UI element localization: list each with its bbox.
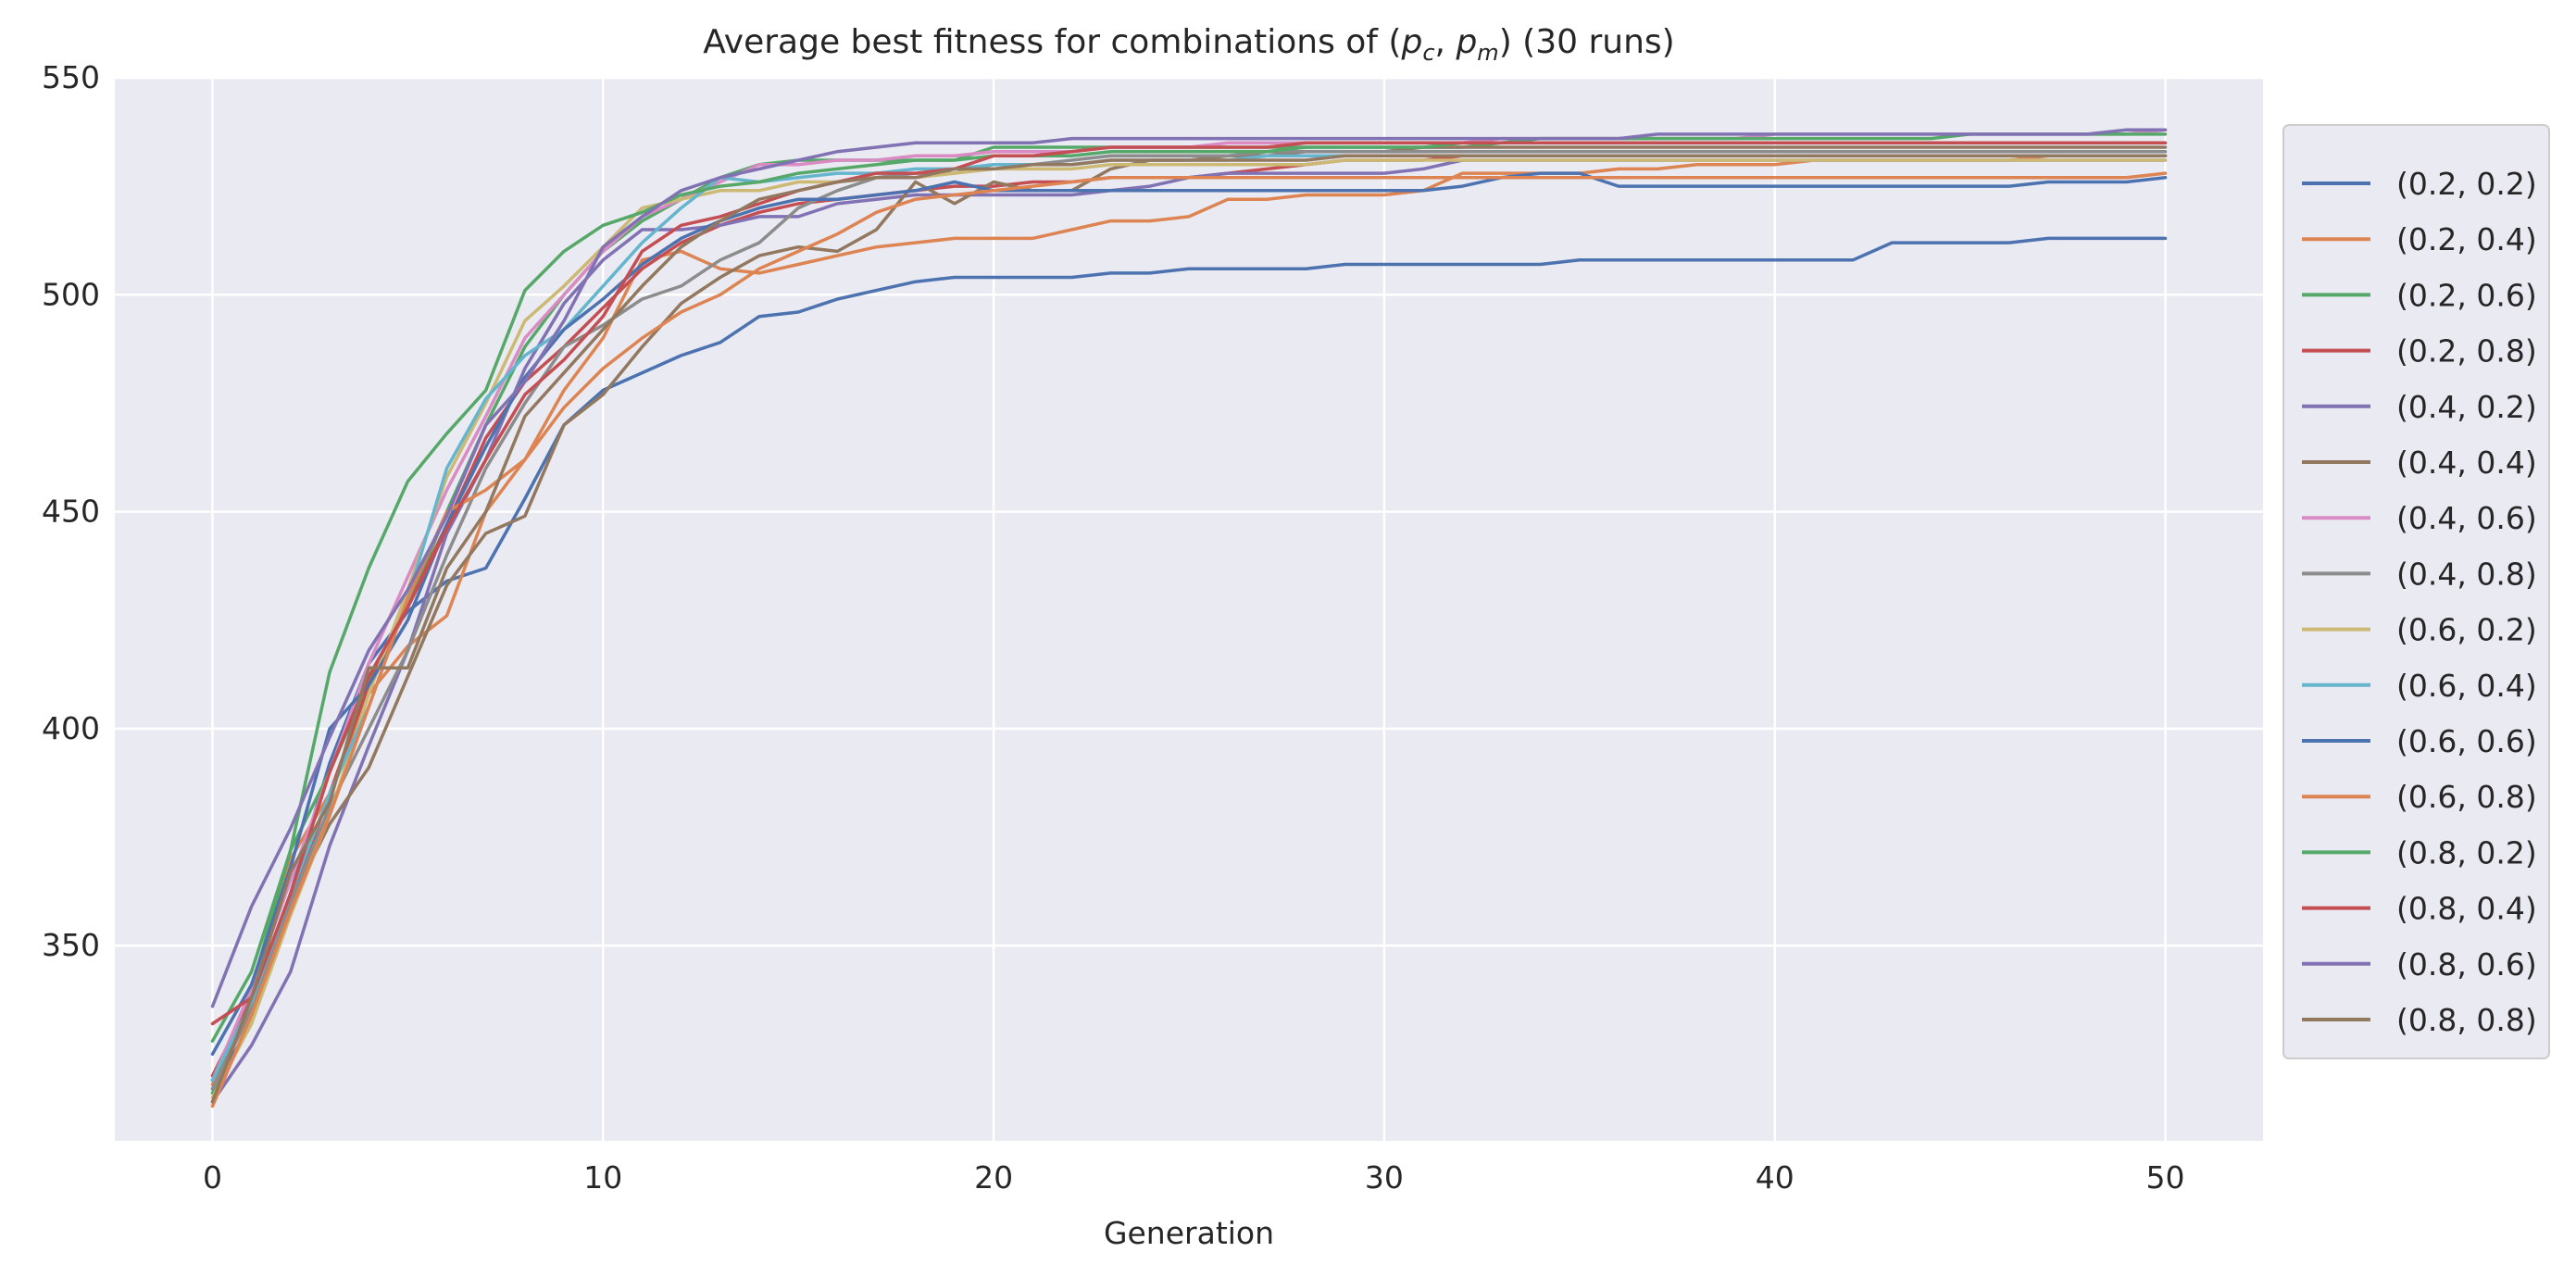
x-tick-label: 0 <box>203 1159 222 1196</box>
legend-label: (0.6, 0.6) <box>2396 723 2537 759</box>
legend-label: (0.4, 0.4) <box>2396 444 2537 481</box>
legend-label: (0.2, 0.4) <box>2396 221 2537 257</box>
series-line-15 <box>210 128 2168 1008</box>
x-tick-label: 40 <box>1756 1159 1794 1196</box>
plot-area <box>115 78 2263 1141</box>
y-tick-labels: 350 400 450 500 550 <box>42 59 100 963</box>
legend-label: (0.8, 0.6) <box>2396 946 2537 983</box>
y-tick-label: 400 <box>42 710 100 746</box>
legend-frame <box>2282 124 2550 1059</box>
legend-item: (0.6, 0.4) <box>2302 668 2537 704</box>
y-tick-label: 450 <box>42 494 100 530</box>
legend-item: (0.4, 0.4) <box>2302 444 2537 481</box>
series-line-16 <box>210 154 2168 1104</box>
legend: (0.2, 0.2) (0.2, 0.4) (0.2, 0.6) (0.2, 0.8)… <box>2282 124 2550 1059</box>
legend-label: (0.8, 0.8) <box>2396 1002 2537 1038</box>
x-tick-label: 20 <box>974 1159 1013 1196</box>
legend-item: (0.6, 0.2) <box>2302 612 2537 648</box>
legend-label: (0.2, 0.2) <box>2396 166 2537 202</box>
y-tick-label: 500 <box>42 276 100 312</box>
x-tick-label: 30 <box>1365 1159 1404 1196</box>
legend-item: (0.6, 0.6) <box>2302 723 2537 759</box>
legend-item: (0.2, 0.6) <box>2302 277 2537 313</box>
legend-label: (0.6, 0.4) <box>2396 668 2537 704</box>
series-line-14 <box>210 141 2168 1026</box>
legend-item: (0.4, 0.6) <box>2302 500 2537 536</box>
legend-item: (0.6, 0.8) <box>2302 779 2537 815</box>
legend-label: (0.8, 0.4) <box>2396 891 2537 927</box>
y-tick-label: 550 <box>42 59 100 95</box>
chart-title: Average best fitness for combinations of… <box>703 23 1674 66</box>
legend-label: (0.4, 0.8) <box>2396 556 2537 592</box>
series-lines <box>210 128 2168 1108</box>
x-tick-labels: 0 10 20 30 40 50 <box>203 1159 2185 1196</box>
legend-item: (0.4, 0.2) <box>2302 389 2537 425</box>
legend-label: (0.6, 0.2) <box>2396 612 2537 648</box>
legend-label: (0.8, 0.2) <box>2396 834 2537 870</box>
x-tick-label: 10 <box>583 1159 622 1196</box>
series-line-12 <box>210 171 2168 1108</box>
series-line-9 <box>210 158 2168 1099</box>
legend-label: (0.2, 0.8) <box>2396 333 2537 369</box>
grid-lines <box>115 76 2263 1141</box>
legend-item: (0.8, 0.2) <box>2302 834 2537 870</box>
legend-item: (0.8, 0.8) <box>2302 1002 2537 1038</box>
legend-item: (0.2, 0.8) <box>2302 333 2537 369</box>
legend-item: (0.2, 0.4) <box>2302 221 2537 257</box>
series-line-1 <box>210 236 2168 1091</box>
legend-item: (0.8, 0.4) <box>2302 891 2537 927</box>
legend-label: (0.4, 0.6) <box>2396 500 2537 536</box>
x-tick-label: 50 <box>2146 1159 2185 1196</box>
legend-item: (0.8, 0.6) <box>2302 946 2537 983</box>
series-line-13 <box>210 132 2168 1043</box>
x-axis-label: Generation <box>1104 1215 1274 1251</box>
y-tick-label: 350 <box>42 927 100 963</box>
legend-item: (0.4, 0.8) <box>2302 556 2537 592</box>
legend-item: (0.2, 0.2) <box>2302 166 2537 202</box>
legend-label: (0.2, 0.6) <box>2396 277 2537 313</box>
legend-label: (0.6, 0.8) <box>2396 779 2537 815</box>
legend-label: (0.4, 0.2) <box>2396 389 2537 425</box>
